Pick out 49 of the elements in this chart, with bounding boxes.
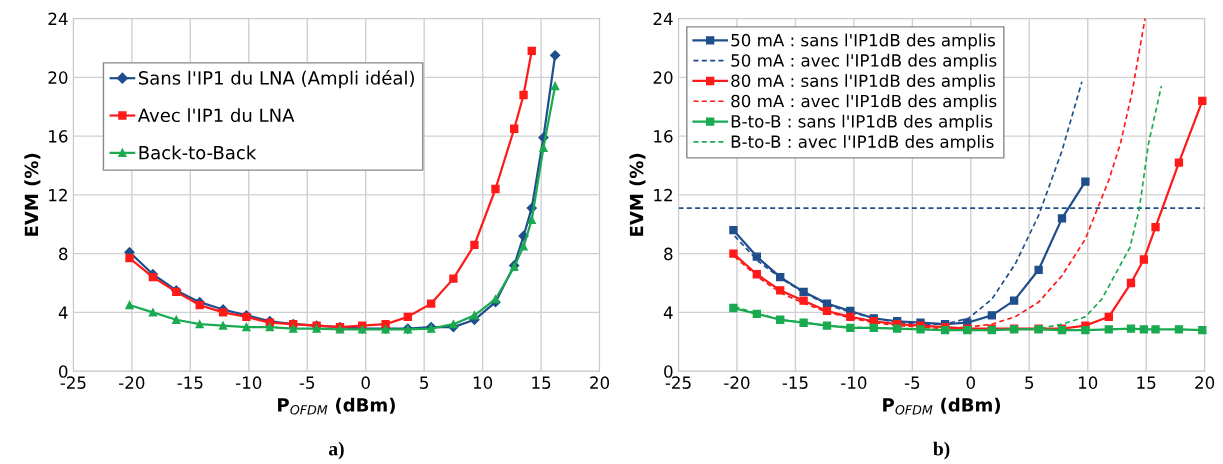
x-tick-label: 20 [1195,376,1215,389]
x-tick-label: 15 [1137,376,1156,389]
y-tick-label: 24 [48,12,68,25]
x-axis-title: P$_{OFDM}$ (dBm) [278,397,395,415]
legend-label: Back-to-Back [139,145,257,160]
x-tick-label: 20 [590,376,610,389]
y-axis-title: EVM (%) [24,153,41,236]
y-tick-label: 4 [58,306,68,319]
y-tick-label: 20 [48,71,68,84]
legend-label: 80 mA : avec l'IP1dB des amplis [731,94,997,111]
y-tick-label: 24 [653,12,673,25]
y-tick-label: 12 [654,188,672,202]
y-tick-label: 4 [663,306,673,319]
y-tick-label: 8 [664,247,673,261]
text: b) [933,441,950,460]
y-tick-label: 16 [654,130,673,143]
legend-label: Sans l'IP1 du LNA (Ampli idéal) [138,70,414,89]
x-tick-label: 10 [473,376,493,389]
x-tick-label: -10 [841,376,867,389]
x-tick-label: -5 [299,376,315,389]
x-tick-label: 0 [966,376,975,389]
x-tick-label: -15 [177,376,203,389]
legend-label: B-to-B : avec l'IP1dB des amplis [731,135,994,152]
legend-label: 80 mA : sans l'IP1dB des amplis [731,74,996,91]
legend-label: 50 mA : sans l'IP1dB des amplis [731,33,996,50]
x-tick-label: 5 [1025,376,1034,389]
y-tick-label: 0 [664,365,673,378]
legend-label: B-to-B : sans l'IP1dB des amplis [731,114,993,131]
x-tick-label: -20 [119,376,145,389]
x-tick-label: -10 [235,376,262,389]
x-tick-label: 15 [532,376,551,389]
y-tick-label: 20 [653,71,673,84]
legend-label: Avec l'IP1 du LNA [137,108,295,123]
x-tick-label: 5 [420,376,429,389]
text: a) [328,441,344,460]
y-tick-label: 12 [49,188,67,202]
x-tick-label: 10 [1078,376,1098,389]
x-axis-title: P$_{OFDM}$ (dBm) [883,397,1001,415]
legend-label: 50 mA : avec l'IP1dB des amplis [731,53,997,70]
x-tick-label: -20 [724,376,750,389]
x-tick-label: 0 [361,376,370,389]
x-tick-label: -5 [904,376,920,389]
y-tick-label: 0 [59,365,68,378]
x-tick-label: -15 [782,376,808,389]
y-tick-label: 8 [59,247,68,261]
x-tick-label: -25 [60,376,86,389]
y-tick-label: 16 [49,130,68,143]
x-tick-label: -25 [665,376,691,389]
y-axis-title: EVM (%) [629,153,646,236]
